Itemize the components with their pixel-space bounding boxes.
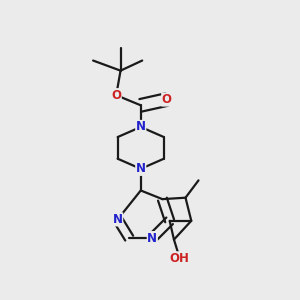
Text: N: N [136, 121, 146, 134]
Text: N: N [136, 162, 146, 175]
Text: OH: OH [170, 252, 190, 265]
Text: O: O [111, 89, 121, 102]
Text: O: O [162, 93, 172, 106]
Text: N: N [113, 213, 123, 226]
Text: N: N [147, 232, 157, 244]
